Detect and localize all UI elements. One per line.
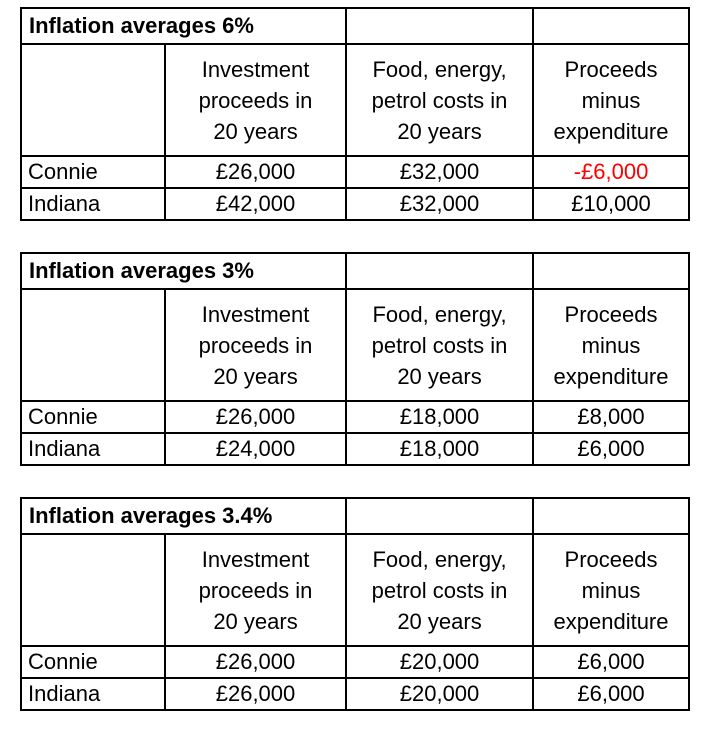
header-investment-proceeds: Investment proceeds in 20 years [163,288,348,402]
table-title: Inflation averages 6% [19,7,348,45]
row-name: Indiana [20,677,166,711]
header-investment-proceeds: Investment proceeds in 20 years [163,43,348,157]
empty-cell [345,7,535,45]
table-row-indiana: Indiana £26,000 £20,000 £6,000 [20,677,691,711]
costs-value: £32,000 [345,155,535,189]
table-title: Inflation averages 3.4% [19,497,348,535]
table-title-row: Inflation averages 6% [19,7,691,45]
investment-proceeds-value: £24,000 [163,432,348,466]
investment-proceeds-value: £26,000 [163,155,348,189]
table-row-indiana: Indiana £24,000 £18,000 £6,000 [20,432,691,466]
empty-cell [532,252,691,290]
costs-value: £20,000 [345,677,535,711]
net-value: £8,000 [532,400,691,434]
row-name: Indiana [20,432,166,466]
table-row-connie: Connie £26,000 £20,000 £6,000 [20,645,691,679]
empty-cell [532,497,691,535]
net-value: £6,000 [532,432,691,466]
inflation-table-3-4pct: Inflation averages 3.4% Investment proce… [19,497,691,711]
costs-value: £20,000 [345,645,535,679]
table-row-indiana: Indiana £42,000 £32,000 £10,000 [20,187,691,221]
row-label-header-cell [20,288,166,402]
row-label-header-cell [20,533,166,647]
net-value: £6,000 [532,677,691,711]
costs-value: £32,000 [345,187,535,221]
row-name: Connie [20,155,166,189]
empty-cell [345,497,535,535]
row-label-header-cell [20,43,166,157]
header-investment-proceeds: Investment proceeds in 20 years [163,533,348,647]
table-header-row: Investment proceeds in 20 years Food, en… [20,43,691,157]
empty-cell [345,252,535,290]
table-row-connie: Connie £26,000 £32,000 -£6,000 [20,155,691,189]
row-name: Connie [20,645,166,679]
net-value: £6,000 [532,645,691,679]
header-food-energy-petrol-costs: Food, energy, petrol costs in 20 years [345,288,535,402]
empty-cell [532,7,691,45]
table-title: Inflation averages 3% [19,252,348,290]
costs-value: £18,000 [345,432,535,466]
document-page: Inflation averages 6% Investment proceed… [19,7,691,711]
investment-proceeds-value: £26,000 [163,677,348,711]
table-title-row: Inflation averages 3.4% [19,497,691,535]
table-row-connie: Connie £26,000 £18,000 £8,000 [20,400,691,434]
table-header-row: Investment proceeds in 20 years Food, en… [20,533,691,647]
header-proceeds-minus-expenditure: Proceeds minus expenditure [532,288,691,402]
investment-proceeds-value: £26,000 [163,645,348,679]
header-food-energy-petrol-costs: Food, energy, petrol costs in 20 years [345,533,535,647]
investment-proceeds-value: £42,000 [163,187,348,221]
header-food-energy-petrol-costs: Food, energy, petrol costs in 20 years [345,43,535,157]
net-value: £10,000 [532,187,691,221]
inflation-table-3pct: Inflation averages 3% Investment proceed… [19,252,691,466]
net-value-negative: -£6,000 [532,155,691,189]
row-name: Connie [20,400,166,434]
table-header-row: Investment proceeds in 20 years Food, en… [20,288,691,402]
inflation-table-6pct: Inflation averages 6% Investment proceed… [19,7,691,221]
header-proceeds-minus-expenditure: Proceeds minus expenditure [532,533,691,647]
table-title-row: Inflation averages 3% [19,252,691,290]
investment-proceeds-value: £26,000 [163,400,348,434]
header-proceeds-minus-expenditure: Proceeds minus expenditure [532,43,691,157]
row-name: Indiana [20,187,166,221]
costs-value: £18,000 [345,400,535,434]
